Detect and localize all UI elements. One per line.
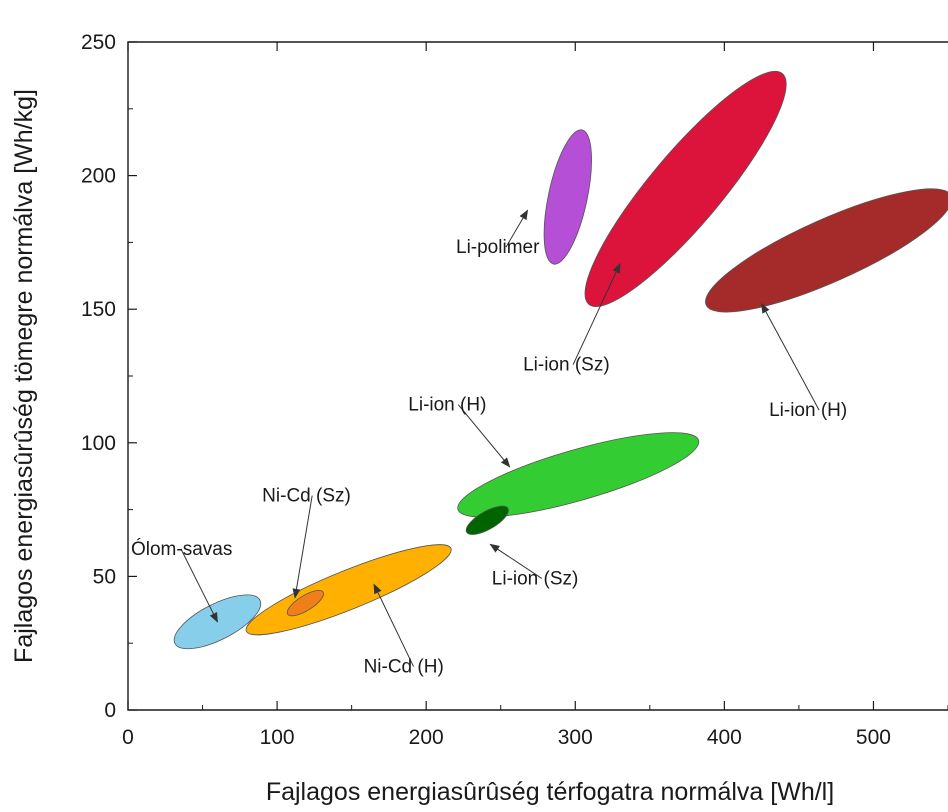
annotation-label-6: Li-ion (Sz) — [492, 568, 579, 589]
x-tick-label-4: 400 — [707, 726, 742, 749]
x-tick-label-0: 0 — [122, 726, 134, 749]
annotation-label-4: Ni-Cd (Sz) — [262, 486, 351, 507]
annotation-label-1: Li-ion (Sz) — [523, 355, 610, 376]
x-tick-label-1: 100 — [260, 726, 295, 749]
x-tick-label-5: 500 — [856, 726, 891, 749]
y-axis-title: Fajlagos energiasûrûség tömegre normálva… — [10, 89, 38, 663]
y-tick-label-2: 100 — [81, 432, 116, 455]
annotation-label-5: Ólom-savas — [131, 538, 232, 560]
x-axis-title: Fajlagos energiasûrûség térfogatra normá… — [266, 778, 834, 806]
x-tick-label-2: 200 — [409, 726, 444, 749]
region-6 — [693, 167, 948, 333]
annotation-label-3: Li-ion (H) — [408, 395, 486, 416]
region-7 — [535, 126, 601, 268]
y-tick-label-5: 250 — [81, 31, 116, 54]
annotation-arrow-2 — [762, 304, 819, 410]
y-tick-label-1: 50 — [93, 565, 116, 588]
annotation-arrow-4 — [295, 496, 312, 598]
annotation-label-7: Ni-Cd (H) — [364, 657, 444, 678]
x-tick-label-3: 300 — [558, 726, 593, 749]
annotation-label-0: Li-polimer — [456, 237, 540, 258]
y-tick-label-4: 200 — [81, 165, 116, 188]
annotation-label-2: Li-ion (H) — [769, 400, 847, 421]
y-tick-label-0: 0 — [104, 699, 116, 722]
y-tick-label-3: 150 — [81, 298, 116, 321]
region-1 — [239, 530, 458, 649]
annotation-arrow-7 — [374, 584, 414, 666]
